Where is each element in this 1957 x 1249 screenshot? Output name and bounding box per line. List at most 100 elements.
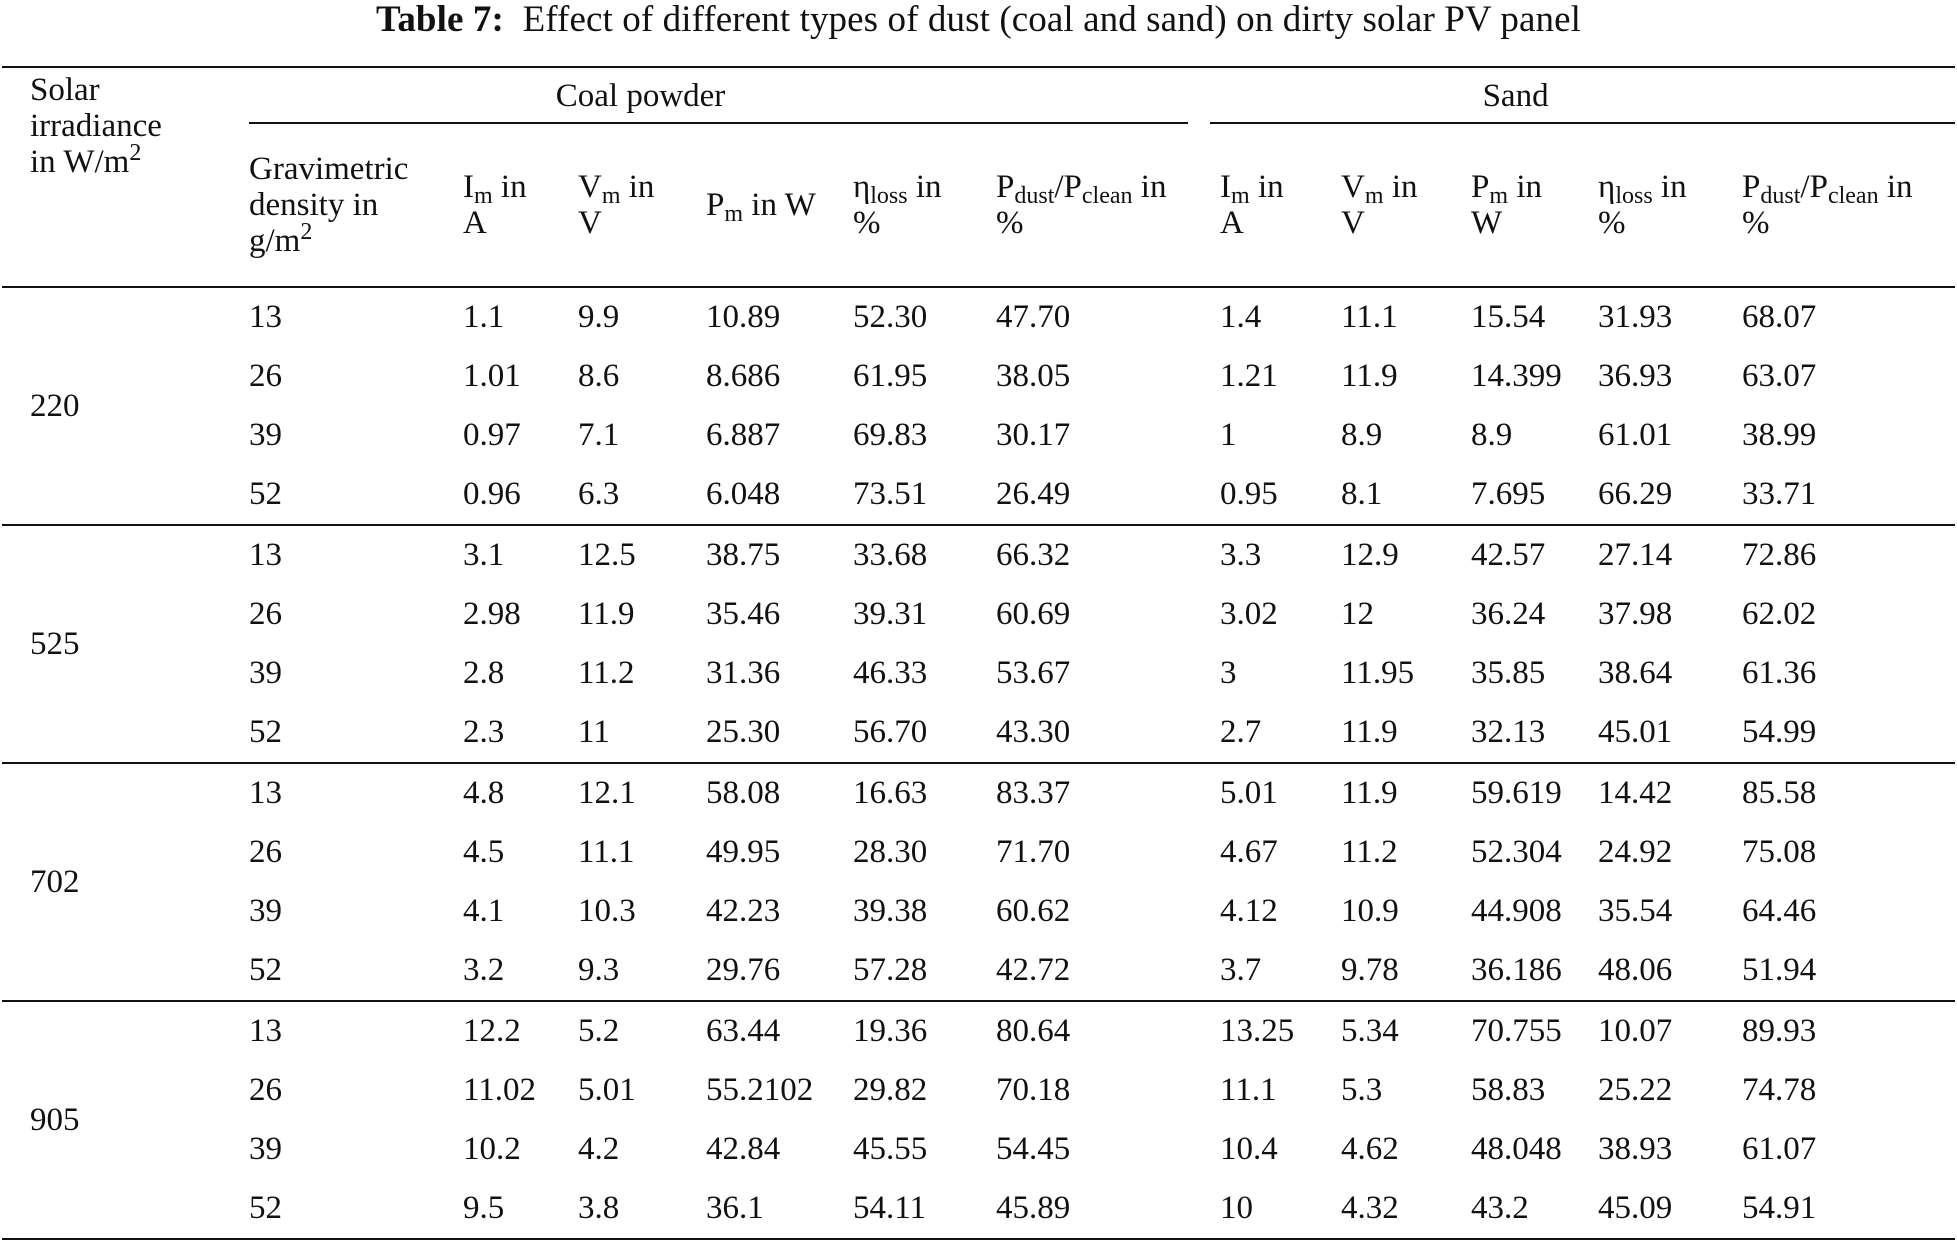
table-cell: 10.2 (463, 1131, 521, 1167)
table-cell: 60.62 (996, 893, 1071, 929)
table-row: 26 2.98 11.9 35.46 39.31 60.69 3.02 12 36.24 37.9… (2, 585, 1955, 644)
coal-pm-header: Pm in W (654, 124, 816, 288)
sand-im-header: Im in A (1168, 124, 1290, 288)
table-cell: 63.07 (1742, 358, 1817, 394)
table-title: Table 7: Effect of different types of du… (0, 0, 1957, 40)
table-row: 525 13 3.1 12.5 38.75 33.68 66.32 3.3 12.9 42.57 2… (2, 524, 1956, 764)
table-cell: 4.67 (1220, 834, 1278, 870)
table-cell: 58.08 (654, 762, 801, 823)
table-cell: 54.91 (1690, 1179, 1956, 1240)
table-cell: 4.1 (463, 893, 505, 929)
table-cell: 68.07 (1742, 299, 1817, 335)
table-cell: 43.30 (996, 714, 1071, 750)
irradiance-cell: 525 (2, 524, 197, 764)
table-cell: 15.54 (1471, 299, 1546, 335)
table-cell: 3.3 (1168, 524, 1290, 585)
table-cell: 5.3 (1341, 1072, 1383, 1108)
sand-vm-header: Vm in V (1289, 124, 1420, 288)
table-cell: 4.2 (578, 1131, 620, 1167)
table-row: 26 4.5 11.1 49.95 28.30 71.70 4.67 11.2 52.304 24… (2, 823, 1955, 882)
table-cell: 3 (1220, 655, 1237, 691)
table-cell: 10.9 (1341, 893, 1399, 929)
table-cell: 1.1 (463, 299, 505, 335)
table-cell: 35.85 (1471, 655, 1546, 691)
table-cell: 36.1 (654, 1179, 801, 1240)
table-cell: 58.83 (1471, 1072, 1546, 1108)
table-cell: 52 (249, 476, 282, 512)
density-header: Gravimetric density in g/m2 (197, 124, 411, 288)
table-cell: 12.1 (526, 762, 654, 823)
table-cell: 13 (197, 524, 411, 585)
table-cell: 38.05 (996, 358, 1071, 394)
table-row: 52 3.2 9.3 29.76 57.28 42.72 3.7 9.78 36.186 48.0… (2, 941, 1955, 1001)
table-cell: 11.9 (1341, 714, 1398, 750)
table-cell: 26 (249, 1072, 282, 1108)
table-cell: 9.5 (411, 1179, 526, 1240)
table-cell: 4.12 (1220, 893, 1278, 929)
table-cell: 74.78 (1742, 1072, 1817, 1108)
table-cell: 39 (249, 893, 282, 929)
table-cell: 45.01 (1598, 714, 1673, 750)
table-cell: 52 (249, 952, 282, 988)
table-cell: 59.619 (1419, 762, 1562, 823)
table-cell: 61.95 (853, 358, 928, 394)
table-cell: 5.34 (1289, 1000, 1420, 1061)
table-cell: 10.07 (1546, 1000, 1691, 1061)
table-cell: 61.07 (1742, 1131, 1817, 1167)
header-row-groups: Solar irradiance in W/m2 Coal powder San… (2, 66, 1956, 288)
table-cell: 10.3 (578, 893, 636, 929)
table-cell: 53.67 (996, 655, 1071, 691)
table-cell: 2.7 (1220, 714, 1262, 750)
table-cell: 39.31 (853, 596, 928, 632)
table-cell: 70.755 (1419, 1000, 1562, 1061)
irradiance-cell: 905 (2, 1000, 197, 1240)
table-cell: 0.96 (463, 476, 521, 512)
table-cell: 12.5 (526, 524, 654, 585)
table-cell: 48.06 (1598, 952, 1673, 988)
table-row: 26 11.02 5.01 55.2102 29.82 70.18 11.1 5.3 58.83… (2, 1061, 1955, 1120)
table-cell: 6.887 (706, 417, 781, 453)
table-row: 220 13 1.1 9.9 10.89 52.30 47.70 1.4 11.1 15.54 31… (2, 287, 1955, 526)
table-cell: 30.17 (996, 417, 1071, 453)
table-cell: 42.72 (996, 952, 1071, 988)
table-cell: 54.99 (1742, 714, 1817, 750)
table-cell: 25.30 (706, 714, 781, 750)
table-cell: 39.38 (853, 893, 928, 929)
table-cell: 24.92 (1598, 834, 1673, 870)
table-cell: 38.99 (1742, 417, 1817, 453)
table-cell: 19.36 (801, 1000, 944, 1061)
table-cell: 3.1 (411, 524, 526, 585)
table-cell: 11.1 (1341, 299, 1398, 335)
table-cell: 8.6 (578, 358, 620, 394)
table-cell: 39 (249, 655, 282, 691)
table-cell: 48.048 (1471, 1131, 1562, 1167)
table-cell: 44.908 (1471, 893, 1562, 929)
table-cell: 32.13 (1471, 714, 1546, 750)
table-cell: 1 (1220, 417, 1237, 453)
table-cell: 3.7 (1220, 952, 1262, 988)
table-cell: 11.9 (1289, 762, 1420, 823)
table-cell: 64.46 (1742, 893, 1817, 929)
table-cell: 12 (1341, 596, 1375, 632)
table-cell: 31.93 (1598, 299, 1673, 335)
irradiance-header: Solar irradiance in W/m2 (2, 66, 197, 288)
table-cell: 42.57 (1419, 524, 1547, 585)
table-cell: 6.3 (578, 476, 620, 512)
table-cell: 5.01 (578, 1072, 636, 1108)
sand-ratio-header: Pdust/Pclean in% (1690, 124, 1956, 288)
table-cell: 54.11 (801, 1179, 944, 1240)
table-cell: 11.9 (1341, 358, 1398, 394)
table-cell: 10.4 (1220, 1131, 1278, 1167)
table-row: 39 4.1 10.3 42.23 39.38 60.62 4.12 10.9 44.908 35… (2, 882, 1955, 941)
table-cell: 60.69 (996, 596, 1071, 632)
table-cell: 9.9 (578, 299, 620, 335)
results-table: Solar irradiance in W/m2 Coal powder San… (2, 66, 1956, 1240)
table-cell: 75.08 (1742, 834, 1817, 870)
table-cell: 6.048 (706, 476, 781, 512)
table-cell: 35.46 (706, 596, 781, 632)
table-cell: 0.97 (463, 417, 521, 453)
table-cell: 66.29 (1598, 476, 1673, 512)
table-cell: 29.82 (853, 1072, 928, 1108)
table-cell: 85.58 (1690, 762, 1956, 823)
table-cell: 9.78 (1341, 952, 1399, 988)
